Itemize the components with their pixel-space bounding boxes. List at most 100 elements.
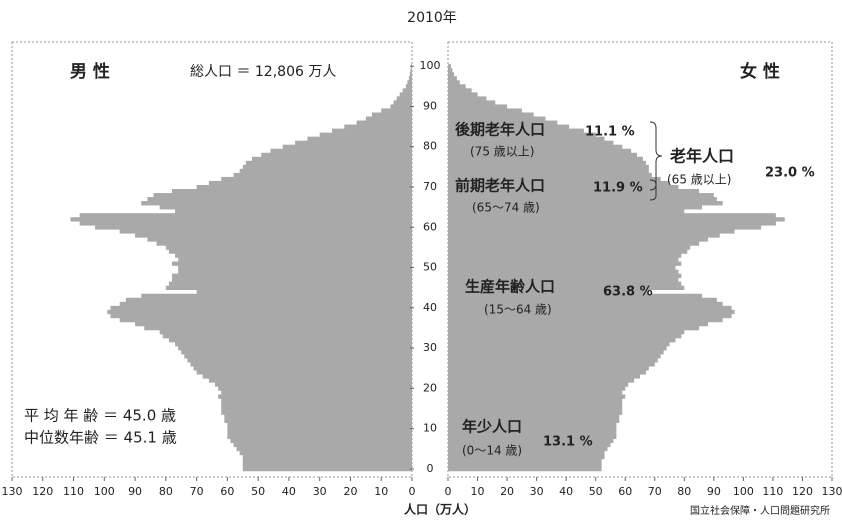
bar	[125, 297, 412, 303]
bar	[448, 390, 623, 395]
bar	[448, 124, 570, 129]
bar	[381, 108, 412, 113]
bar	[448, 442, 611, 448]
y-tick-label: 0	[427, 462, 434, 475]
bar	[448, 301, 723, 307]
bar	[448, 80, 460, 85]
y-tick-label: 40	[423, 301, 437, 314]
bar	[119, 301, 412, 307]
bar	[356, 120, 412, 125]
bar	[448, 176, 661, 182]
y-tick-label: 20	[423, 381, 437, 394]
bar	[119, 229, 412, 234]
bar	[208, 378, 412, 383]
bar	[448, 289, 649, 295]
bar	[239, 168, 412, 174]
bar	[448, 172, 652, 178]
bar	[153, 193, 413, 198]
bar	[448, 205, 703, 210]
x-tick-label: 50	[251, 485, 265, 498]
bar	[295, 140, 412, 146]
bar	[448, 418, 620, 423]
bar	[402, 88, 412, 93]
bar	[239, 450, 412, 456]
bar	[221, 402, 412, 407]
bar	[221, 410, 412, 415]
bar	[448, 426, 617, 431]
annotation: 11.9 %	[593, 181, 643, 196]
bar	[390, 104, 412, 109]
bar	[119, 317, 412, 323]
bar	[448, 342, 670, 347]
bar	[448, 422, 617, 427]
bar	[168, 338, 412, 343]
x-tick-label: 10	[471, 485, 485, 498]
bar	[448, 68, 453, 73]
annotation: 63.8 %	[603, 285, 653, 300]
bar	[172, 277, 412, 282]
bar	[135, 233, 413, 238]
bar	[448, 64, 451, 69]
bar	[448, 273, 682, 278]
bar	[110, 305, 412, 311]
bar	[224, 418, 412, 423]
x-tick-label: 70	[648, 485, 662, 498]
x-tick-label: 10	[374, 485, 388, 498]
bar	[448, 257, 679, 262]
bar	[245, 160, 412, 166]
x-tick-label: 0	[409, 485, 416, 498]
bar	[448, 229, 735, 234]
bar	[242, 164, 412, 170]
annotation: 平 均 年 齢 ＝ 45.0 歳	[24, 407, 176, 425]
bar	[409, 72, 412, 77]
bar	[141, 201, 412, 206]
bar	[261, 152, 412, 158]
bar	[372, 112, 412, 117]
bar	[168, 281, 412, 286]
bar	[448, 100, 496, 105]
bar	[448, 466, 602, 472]
series-label-left: 男 性	[70, 61, 110, 82]
bar	[175, 253, 412, 258]
bar	[448, 221, 776, 226]
bar	[393, 100, 412, 105]
bar	[448, 164, 649, 170]
bar	[448, 128, 584, 133]
bar	[448, 193, 714, 198]
bar	[147, 237, 412, 242]
bar	[448, 112, 534, 117]
bar	[448, 88, 472, 93]
bar	[448, 450, 605, 456]
annotation: (15～64 歳)	[484, 303, 552, 317]
bar	[187, 358, 412, 363]
bar	[156, 241, 412, 246]
bar	[448, 104, 508, 109]
bar	[448, 96, 487, 101]
bars	[70, 64, 785, 472]
bar	[448, 237, 708, 242]
bar	[208, 180, 412, 186]
bar	[448, 446, 608, 452]
bar	[230, 438, 412, 444]
bar	[408, 76, 412, 81]
x-tick-label: 20	[500, 485, 514, 498]
bar	[242, 454, 412, 460]
bar	[144, 325, 413, 331]
bar	[365, 116, 412, 121]
bar	[184, 354, 412, 359]
bar	[448, 362, 655, 367]
bar	[227, 434, 412, 440]
bar	[107, 309, 412, 315]
annotation: 年少人口	[462, 418, 522, 436]
bar	[448, 72, 454, 77]
bar	[242, 458, 412, 464]
bar	[448, 350, 664, 355]
bar	[178, 269, 412, 274]
bar	[448, 197, 717, 202]
bar	[448, 338, 676, 343]
x-tick-label: 130	[2, 485, 23, 498]
bar	[448, 402, 623, 407]
x-tick-label: 90	[707, 485, 721, 498]
bar	[79, 213, 412, 218]
bar	[307, 136, 412, 141]
